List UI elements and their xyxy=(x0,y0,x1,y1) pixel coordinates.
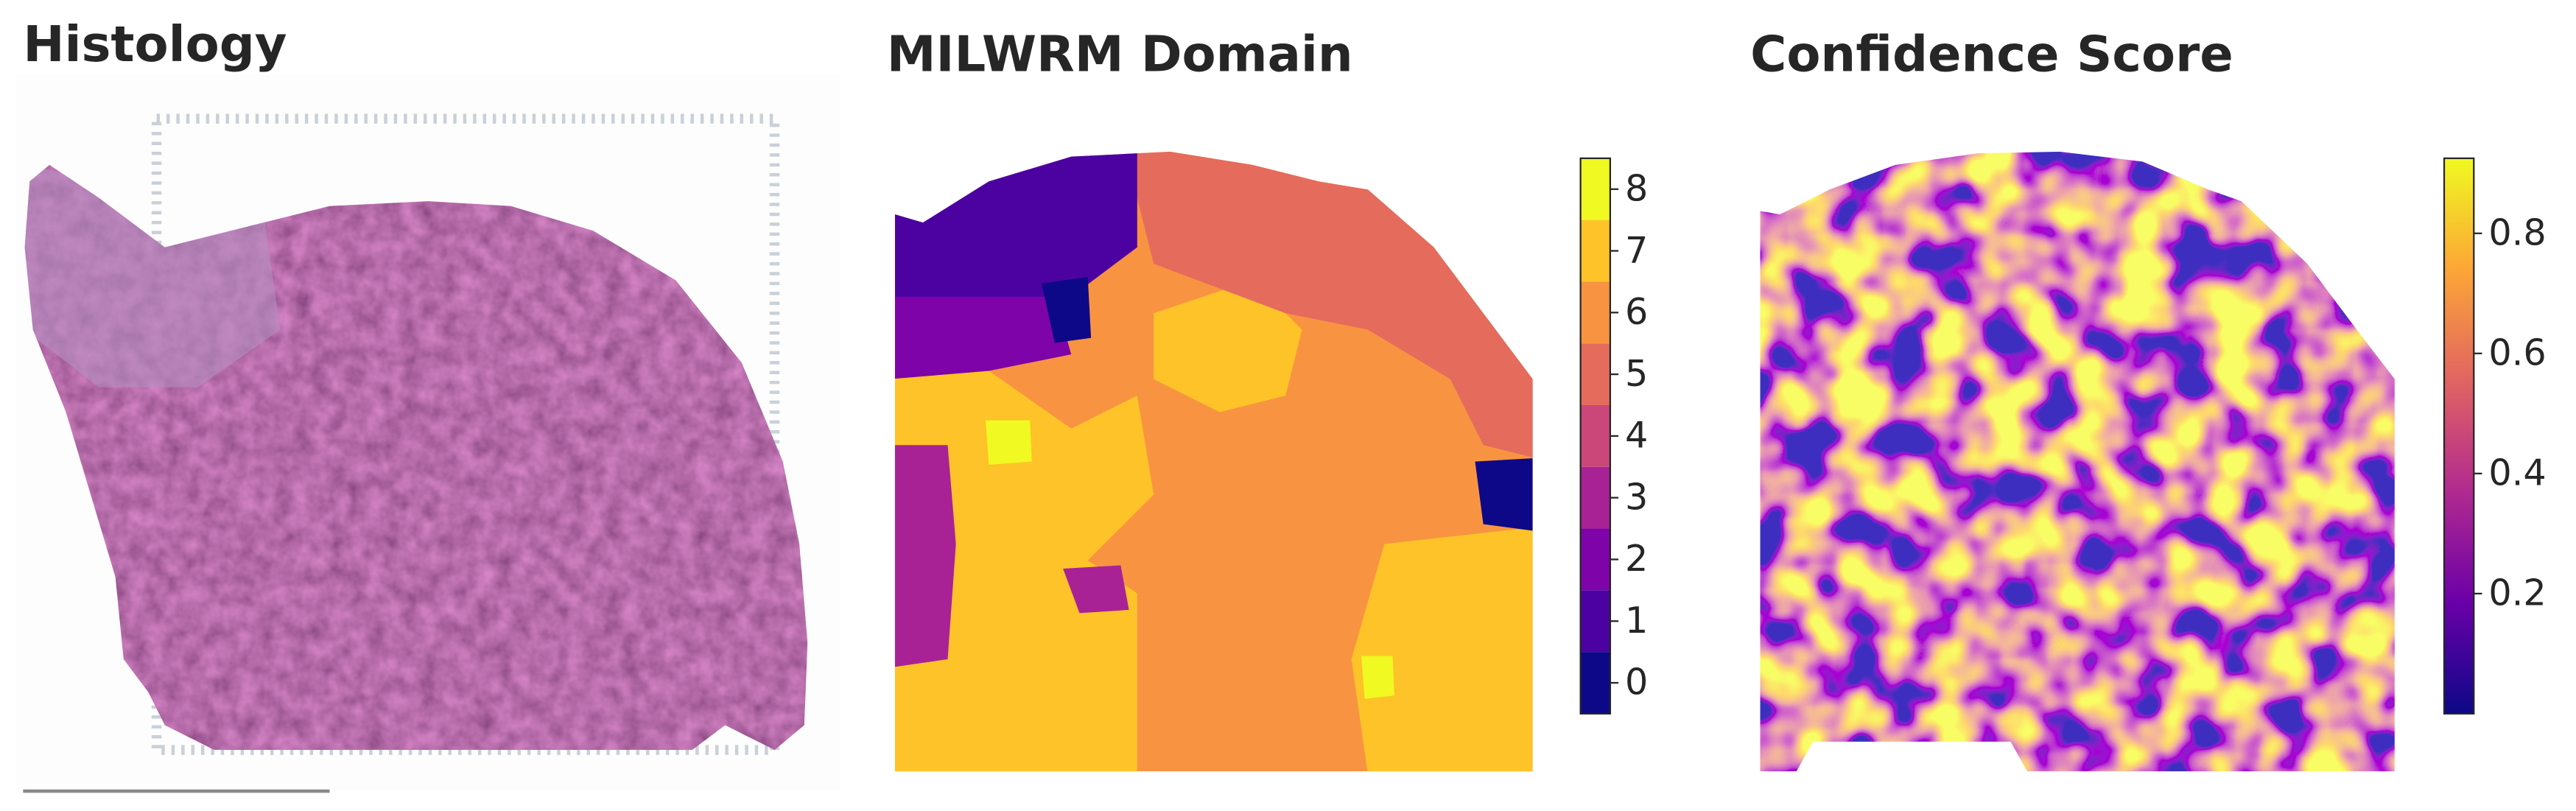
colorbar-tick-label: 3 xyxy=(1625,475,1648,518)
domain-region xyxy=(1351,527,1533,772)
colorbar-tick-label: 0.8 xyxy=(2488,211,2546,254)
colorbar-tick-label: 0.2 xyxy=(2488,572,2546,614)
domain-region xyxy=(1475,458,1533,531)
colorbar-tick-label: 0.4 xyxy=(2488,452,2546,494)
domain-region xyxy=(1042,276,1092,343)
colorbar-tick-label: 1 xyxy=(1625,599,1648,642)
colorbar-tick-label: 2 xyxy=(1625,537,1648,580)
colorbar-segment xyxy=(1580,343,1610,406)
domain-region xyxy=(985,420,1032,466)
domain-region xyxy=(1154,280,1302,412)
colorbar-tick-label: 8 xyxy=(1625,167,1648,210)
domain-region xyxy=(894,371,1154,772)
colorbar-tick-label: 5 xyxy=(1625,352,1648,395)
colorbar-segment xyxy=(1580,220,1610,282)
colorbar-gradient xyxy=(2444,158,2474,714)
colorbar-segment xyxy=(1580,590,1610,653)
spot-grid xyxy=(151,113,780,755)
domain-map xyxy=(894,151,1533,772)
domain-region xyxy=(894,445,956,668)
colorbar-segment xyxy=(1580,158,1610,220)
colorbar-segment xyxy=(1580,405,1610,467)
panel-title: MILWRM Domain xyxy=(887,25,1353,82)
panel-title: Histology xyxy=(23,15,287,73)
score-map xyxy=(1760,151,2395,772)
colorbar-tick-label: 7 xyxy=(1625,228,1648,271)
colorbar-segment xyxy=(1580,652,1610,714)
colorbar-frame xyxy=(2443,157,2475,715)
domain-region xyxy=(1063,565,1129,614)
colorbar-tick-label: 0 xyxy=(1625,661,1648,703)
panel-title: Confidence Score xyxy=(1750,25,2233,82)
colorbar-segment xyxy=(1580,281,1610,344)
colorbar-segment xyxy=(1580,528,1610,591)
domain-region xyxy=(894,296,1072,379)
colorbar-tick-label: 4 xyxy=(1625,414,1648,457)
colorbar-tick-label: 6 xyxy=(1625,290,1648,333)
domain-region xyxy=(1361,656,1394,699)
score-texture xyxy=(1760,151,2395,772)
colorbar-segment xyxy=(1580,466,1610,529)
colorbar-tick-label: 0.6 xyxy=(2488,331,2546,374)
